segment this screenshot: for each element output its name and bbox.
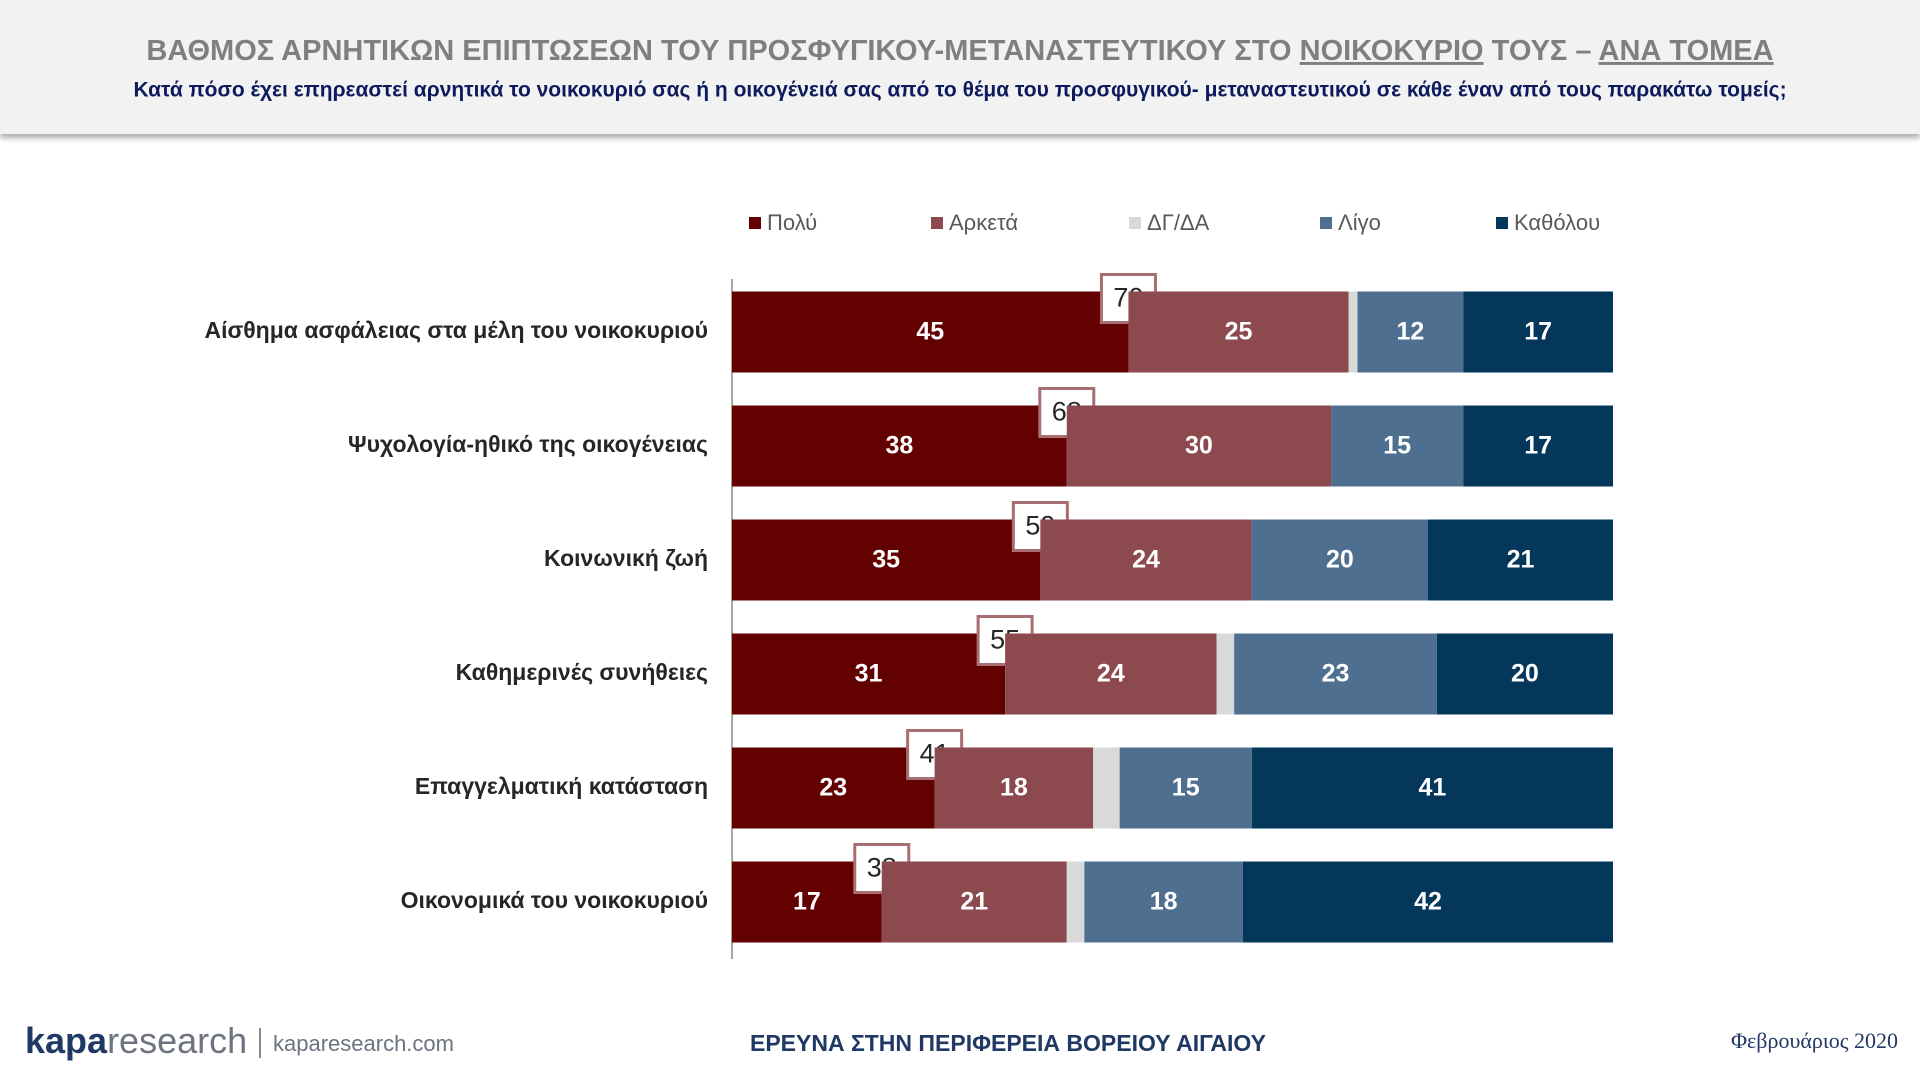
footer-center: ΕΡΕΥΝΑ ΣΤΗΝ ΠΕΡΙΦΕΡΕΙΑ ΒΟΡΕΙΟΥ ΑΙΓΑΙΟΥ: [750, 1030, 1266, 1056]
legend-swatch: [1496, 217, 1508, 229]
logo: kaparesearch: [25, 1020, 247, 1061]
legend-swatch: [749, 217, 761, 229]
value-label: 45: [916, 318, 944, 346]
bar-segment: [1242, 861, 1613, 943]
value-label: 23: [819, 774, 847, 802]
value-label: 12: [1396, 318, 1424, 346]
bar-segment: [1463, 291, 1613, 373]
value-label: 20: [1511, 660, 1539, 688]
value-label: 18: [1150, 888, 1178, 916]
bar-segment: [1427, 519, 1613, 601]
value-label: 21: [960, 888, 988, 916]
bar-segment: [1093, 747, 1120, 829]
bar-segment: [732, 747, 935, 829]
legend-label: Λίγο: [1338, 210, 1381, 235]
footer-date: Φεβρουάριος 2020: [1731, 1028, 1898, 1053]
legend-swatch: [931, 217, 943, 229]
value-label: 24: [1097, 660, 1125, 688]
y-tick-label: Οικονομικά του νοικοκυριού: [401, 887, 708, 913]
bar-segment: [1357, 291, 1464, 373]
value-label: 30: [1185, 432, 1213, 460]
bar-segment: [732, 291, 1129, 373]
bar-segment: [1066, 405, 1332, 487]
legend-label: ΔΓ/ΔΑ: [1147, 210, 1210, 235]
y-tick-label: Ψυχολογία-ηθικό της οικογένειας: [348, 431, 708, 457]
bar-segment: [1331, 405, 1464, 487]
legend-swatch: [1320, 217, 1332, 229]
value-label: 38: [885, 432, 913, 460]
logo-light: research: [107, 1020, 247, 1061]
logo-bold: kapa: [25, 1020, 108, 1061]
value-label: 23: [1322, 660, 1350, 688]
site: kaparesearch.com: [273, 1031, 454, 1056]
chart-subtitle: Κατά πόσο έχει επηρεαστεί αρνητικά το νο…: [133, 79, 1786, 102]
bar-segment: [732, 519, 1041, 601]
bar-segment: [1128, 291, 1349, 373]
bar-segment: [1066, 861, 1085, 943]
y-tick-label: Επαγγελματική κατάσταση: [415, 773, 708, 799]
legend-label: Πολύ: [767, 210, 817, 235]
title-part: ΑΝΑ ΤΟΜΕΑ: [1599, 35, 1774, 67]
value-label: 18: [1000, 774, 1028, 802]
y-tick-label: Αίσθημα ασφάλειας στα μέλη του νοικοκυρι…: [205, 317, 709, 343]
bar-segment: [881, 861, 1067, 943]
legend-label: Καθόλου: [1514, 210, 1600, 235]
value-label: 35: [872, 546, 900, 574]
bar-segment: [1463, 405, 1613, 487]
bar-segment: [732, 633, 1006, 715]
bar-segment: [1005, 633, 1217, 715]
bar-segment: [1348, 291, 1358, 373]
y-tick-label: Καθημερινές συνήθειες: [456, 659, 708, 685]
title-part: ΒΑΘΜΟΣ ΑΡΝΗΤΙΚΩΝ ΕΠΙΠΤΩΣΕΩΝ ΤΟΥ ΠΡΟΣΦΥΓΙ…: [146, 35, 1299, 67]
value-label: 21: [1507, 546, 1535, 574]
title-part: ΝΟΙΚΟΚΥΡΙΟ: [1300, 35, 1484, 67]
bar-segment: [1084, 861, 1243, 943]
value-label: 41: [1418, 774, 1446, 802]
value-label: 20: [1326, 546, 1354, 574]
value-label: 17: [1524, 432, 1552, 460]
header-band: [0, 0, 1920, 134]
value-label: 31: [855, 660, 883, 688]
bar-segment: [732, 405, 1067, 487]
bar-segment: [1040, 519, 1252, 601]
value-label: 25: [1225, 318, 1253, 346]
chart-title: ΒΑΘΜΟΣ ΑΡΝΗΤΙΚΩΝ ΕΠΙΠΤΩΣΕΩΝ ΤΟΥ ΠΡΟΣΦΥΓΙ…: [146, 35, 1773, 67]
value-label: 24: [1132, 546, 1160, 574]
bar-segment: [1251, 747, 1613, 829]
value-label: 17: [793, 888, 821, 916]
legend-label: Αρκετά: [949, 210, 1018, 235]
title-part: ΤΟΥΣ –: [1484, 35, 1599, 67]
value-label: 42: [1414, 888, 1442, 916]
bar-segment: [1234, 633, 1437, 715]
value-label: 17: [1524, 318, 1552, 346]
y-tick-label: Κοινωνική ζωή: [544, 545, 708, 571]
value-label: 15: [1383, 432, 1411, 460]
bar-segment: [1119, 747, 1252, 829]
bar-segment: [1436, 633, 1613, 715]
value-label: 15: [1172, 774, 1200, 802]
legend-swatch: [1129, 217, 1141, 229]
bar-segment: [1251, 519, 1428, 601]
bar-segment: [1216, 633, 1235, 715]
bar-segment: [934, 747, 1094, 829]
